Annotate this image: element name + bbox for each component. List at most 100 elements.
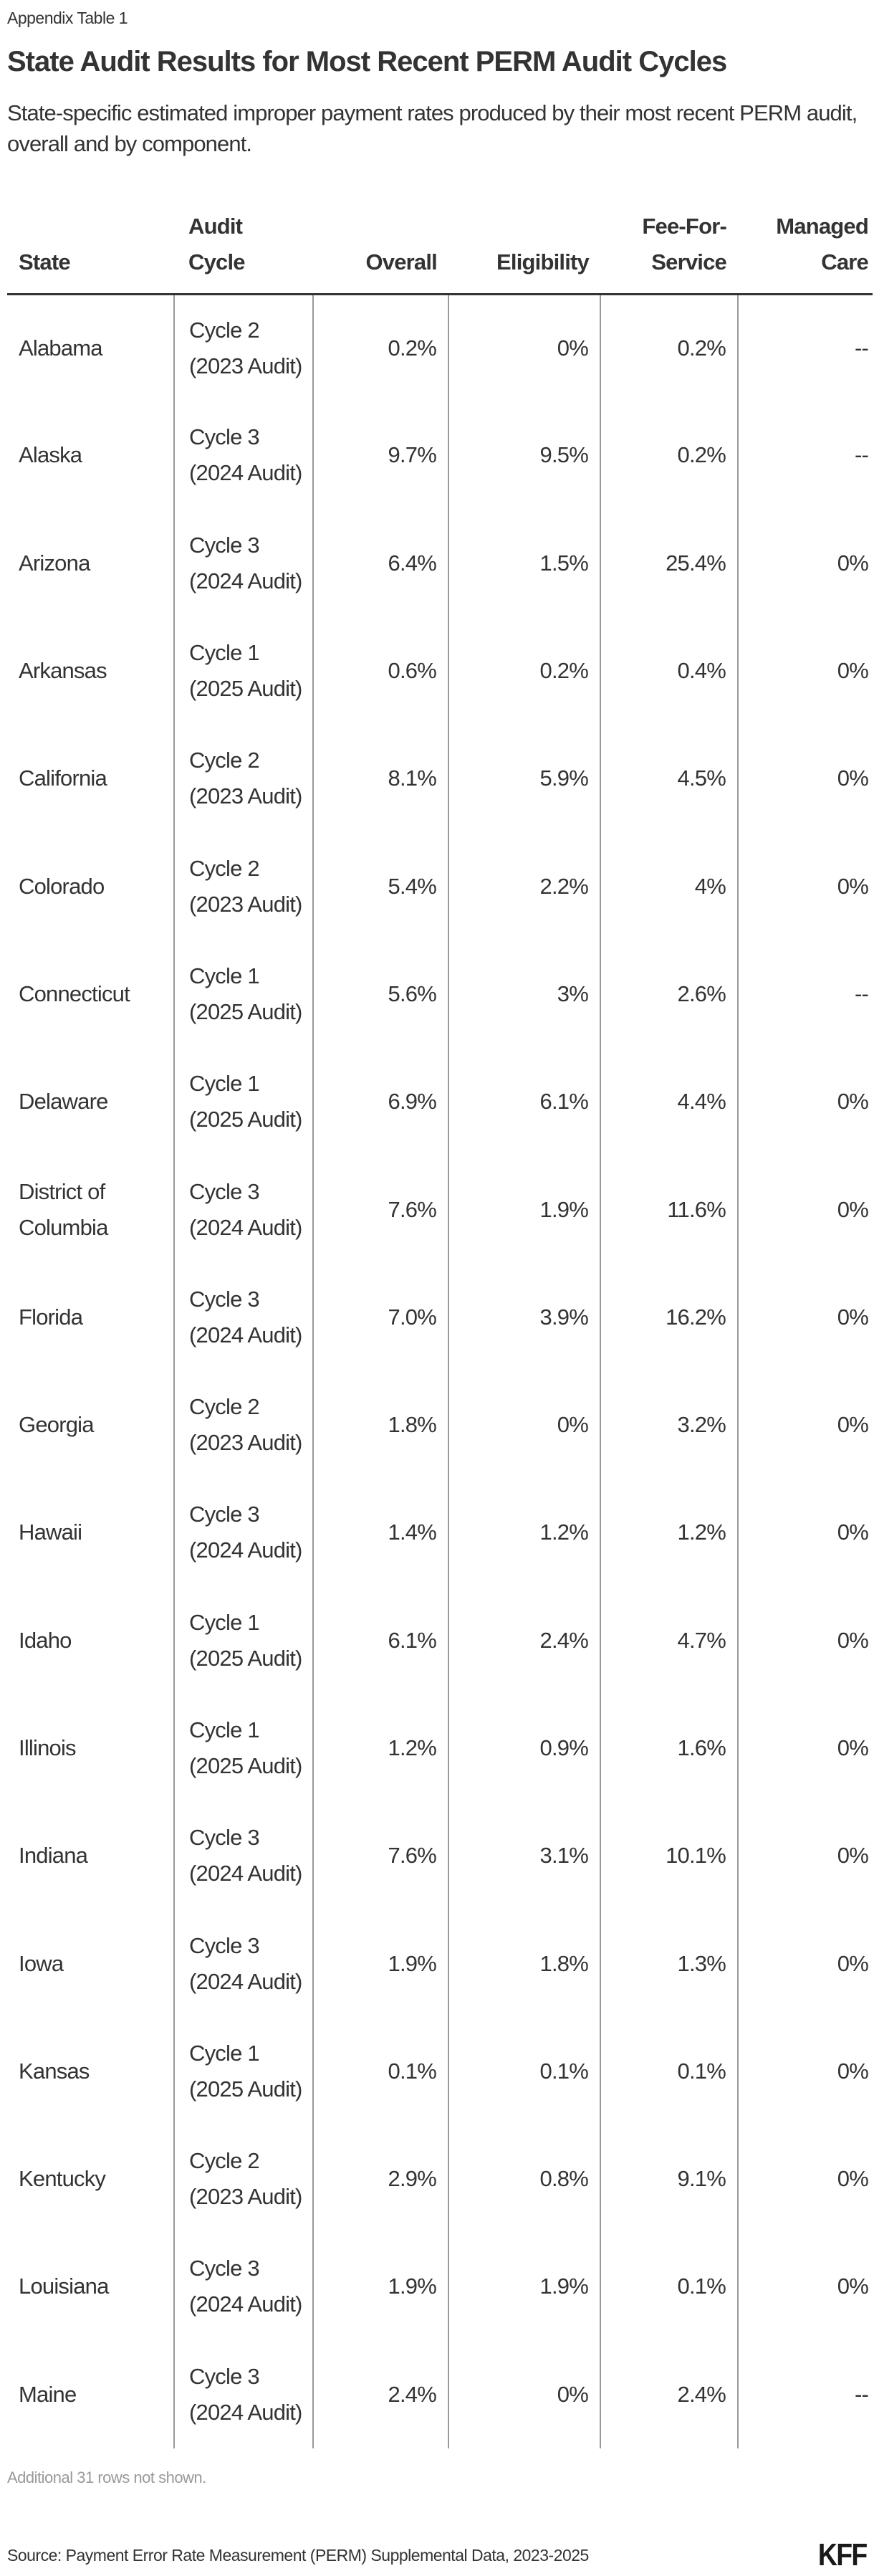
audit-cycle-cell: Cycle 1 (2025 Audit) <box>173 1048 313 1156</box>
eligibility-cell: 0.2% <box>448 616 600 725</box>
table-row: Colorado Cycle 2 (2023 Audit) 5.4% 2.2% 4% 0% <box>7 832 873 940</box>
managed-care-cell: -- <box>737 294 873 402</box>
audit-cycle-cell: Cycle 3 (2024 Audit) <box>173 2340 313 2448</box>
audit-cycle-cell: Cycle 3 (2024 Audit) <box>173 1479 313 1587</box>
table-row: Arkansas Cycle 1 (2025 Audit) 0.6% 0.2% 0.4%… <box>7 616 873 725</box>
table-row: Illinois Cycle 1 (2025 Audit) 1.2% 0.9% 1.6%… <box>7 1694 873 1803</box>
table-row: Connecticut Cycle 1 (2025 Audit) 5.6% 3% 2.6… <box>7 940 873 1049</box>
table-header-row: State Audit Cycle Overall Eligibility Fe… <box>7 194 873 295</box>
state-cell: Maine <box>19 2381 77 2407</box>
state-cell: Connecticut <box>19 981 130 1006</box>
fee-for-service-cell: 1.2% <box>600 1479 738 1587</box>
state-cell: Alabama <box>19 335 103 361</box>
audit-cycle-cell: Cycle 3 (2024 Audit) <box>173 1909 313 2018</box>
table-row: Louisiana Cycle 3 (2024 Audit) 1.9% 1.9% 0.1… <box>7 2233 873 2341</box>
audit-cycle-cell: Cycle 3 (2024 Audit) <box>173 1263 313 1371</box>
overall-cell: 8.1% <box>312 725 448 833</box>
fee-for-service-cell: 2.6% <box>600 940 738 1049</box>
eligibility-cell: 3.9% <box>448 1263 600 1371</box>
overall-cell: 1.4% <box>312 1479 448 1587</box>
fee-for-service-cell: 0.2% <box>600 401 738 510</box>
managed-care-cell: 0% <box>737 2233 873 2341</box>
audit-cycle-cell: Cycle 1 (2025 Audit) <box>173 1586 313 1694</box>
state-cell: Illinois <box>19 1735 77 1760</box>
table-row: Idaho Cycle 1 (2025 Audit) 6.1% 2.4% 4.7% 0% <box>7 1586 873 1694</box>
state-cell: Georgia <box>19 1412 94 1438</box>
column-header-state: State <box>7 194 174 295</box>
state-cell: Hawaii <box>19 1520 82 1545</box>
page-subtitle: State-specific estimated improper paymen… <box>7 100 858 156</box>
fee-for-service-cell: 9.1% <box>600 2125 738 2233</box>
table-body: Alabama Cycle 2 (2023 Audit) 0.2% 0% 0.2% -- A… <box>7 294 873 2448</box>
table-row: Arizona Cycle 3 (2024 Audit) 6.4% 1.5% 25.4%… <box>7 509 873 617</box>
eligibility-cell: 5.9% <box>448 725 600 833</box>
managed-care-cell: -- <box>737 940 873 1049</box>
fee-for-service-cell: 3.2% <box>600 1370 738 1479</box>
managed-care-cell: 0% <box>737 832 873 940</box>
audit-cycle-cell: Cycle 3 (2024 Audit) <box>173 1802 313 1910</box>
eligibility-cell: 2.4% <box>448 1586 600 1694</box>
overall-cell: 2.4% <box>312 2340 448 2448</box>
overall-cell: 7.6% <box>312 1155 448 1264</box>
overall-cell: 0.6% <box>312 616 448 725</box>
fee-for-service-cell: 4.5% <box>600 725 738 833</box>
fee-for-service-cell: 1.6% <box>600 1694 738 1803</box>
state-cell: Arkansas <box>19 658 107 684</box>
eligibility-cell: 2.2% <box>448 832 600 940</box>
eligibility-cell: 0.9% <box>448 1694 600 1803</box>
table-row: Georgia Cycle 2 (2023 Audit) 1.8% 0% 3.2% 0% <box>7 1370 873 1479</box>
audit-cycle-cell: Cycle 2 (2023 Audit) <box>173 725 313 833</box>
column-header-eligibility: Eligibility <box>448 194 600 295</box>
kff-logo: KFF <box>818 2537 868 2572</box>
state-cell: Kansas <box>19 2058 90 2084</box>
fee-for-service-cell: 0.1% <box>600 2233 738 2341</box>
audit-cycle-cell: Cycle 2 (2023 Audit) <box>173 832 313 940</box>
eligibility-cell: 6.1% <box>448 1048 600 1156</box>
overall-cell: 1.8% <box>312 1370 448 1479</box>
state-cell: Florida <box>19 1304 83 1330</box>
managed-care-cell: 0% <box>737 1263 873 1371</box>
audit-cycle-cell: Cycle 1 (2025 Audit) <box>173 1694 313 1803</box>
column-header-fee-for-service: Fee-For-Service <box>600 194 738 295</box>
eligibility-cell: 0.1% <box>448 2017 600 2126</box>
table-row: Kansas Cycle 1 (2025 Audit) 0.1% 0.1% 0.1% 0% <box>7 2017 873 2126</box>
eligibility-cell: 0% <box>448 294 600 402</box>
audit-cycle-cell: Cycle 3 (2024 Audit) <box>173 1155 313 1264</box>
managed-care-cell: 0% <box>737 1586 873 1694</box>
managed-care-cell: 0% <box>737 1370 873 1479</box>
managed-care-cell: 0% <box>737 509 873 617</box>
audit-cycle-cell: Cycle 3 (2024 Audit) <box>173 2233 313 2341</box>
fee-for-service-cell: 0.2% <box>600 294 738 402</box>
overall-cell: 1.2% <box>312 1694 448 1803</box>
state-cell: Indiana <box>19 1843 88 1869</box>
eligibility-cell: 1.2% <box>448 1479 600 1587</box>
overall-cell: 7.0% <box>312 1263 448 1371</box>
audit-cycle-cell: Cycle 1 (2025 Audit) <box>173 940 313 1049</box>
eligibility-cell: 1.8% <box>448 1909 600 2018</box>
fee-for-service-cell: 11.6% <box>600 1155 738 1264</box>
eligibility-cell: 0.8% <box>448 2125 600 2233</box>
fee-for-service-cell: 0.4% <box>600 616 738 725</box>
overall-cell: 2.9% <box>312 2125 448 2233</box>
audit-cycle-cell: Cycle 3 (2024 Audit) <box>173 509 313 617</box>
column-header-overall: Overall <box>313 194 448 295</box>
audit-cycle-cell: Cycle 3 (2024 Audit) <box>173 401 313 510</box>
state-cell: California <box>19 765 107 791</box>
fee-for-service-cell: 4% <box>600 832 738 940</box>
eligibility-cell: 3% <box>448 940 600 1049</box>
overall-cell: 5.4% <box>312 832 448 940</box>
state-cell: Louisiana <box>19 2274 109 2299</box>
state-cell: Idaho <box>19 1627 72 1653</box>
eligibility-cell: 9.5% <box>448 401 600 510</box>
state-cell: Colorado <box>19 873 105 899</box>
managed-care-cell: 0% <box>737 616 873 725</box>
rows-not-shown-note: Additional 31 rows not shown. <box>7 2468 206 2486</box>
table-row: Florida Cycle 3 (2024 Audit) 7.0% 3.9% 16.2%… <box>7 1263 873 1371</box>
managed-care-cell: 0% <box>737 2017 873 2126</box>
table-row: Iowa Cycle 3 (2024 Audit) 1.9% 1.8% 1.3% 0% <box>7 1909 873 2018</box>
column-header-managed-care: Managed Care <box>738 194 873 295</box>
managed-care-cell: 0% <box>737 1155 873 1264</box>
overall-cell: 7.6% <box>312 1802 448 1910</box>
state-cell: Iowa <box>19 1950 64 1976</box>
